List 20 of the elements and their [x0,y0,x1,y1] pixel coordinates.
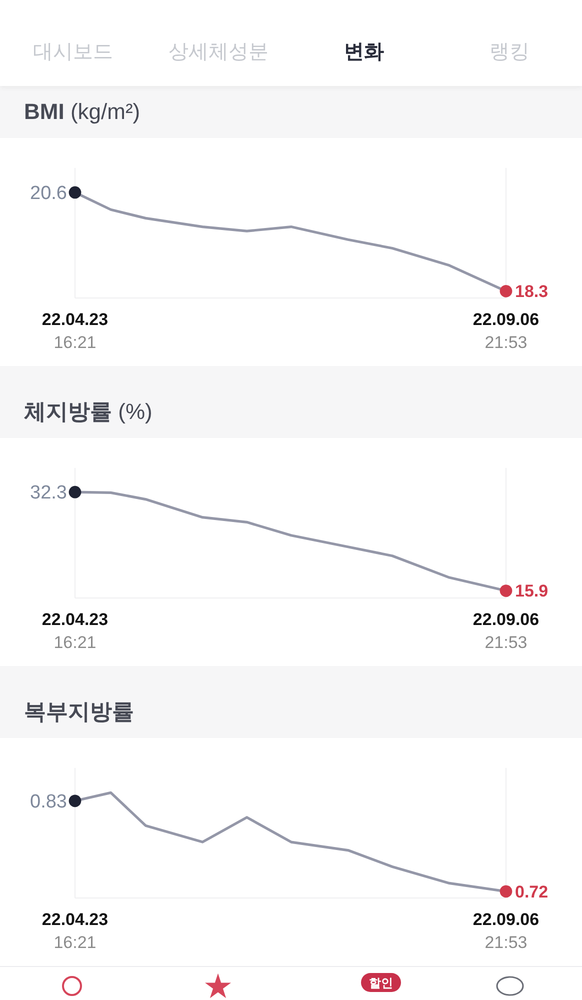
x-tick-label: 22.04.23 16:21 [42,910,108,952]
data-label: 32.3 [30,482,67,504]
text: 변화 [344,41,384,63]
x-tick-label: 22.04.23 16:21 [42,610,108,652]
text: 상세체성분 [168,41,268,63]
data-label: 18.3 [515,282,548,302]
chart-title: BMI (kg/m²) [24,99,140,124]
data-label: 20.6 [30,183,67,204]
x-tick-label: 22.09.06 21:53 [472,910,540,952]
text: 대시보드 [32,41,113,63]
data-label: 15.9 [515,582,548,601]
chart-title: 복부지방률 [24,699,134,724]
chart-title: 체지방률 (%) [24,399,152,424]
text: 랭킹 [489,41,530,63]
data-label: 0.72 [515,882,548,902]
data-label: 0.83 [30,792,67,813]
text: 할인 [369,976,393,990]
x-tick-label: 22.04.23 16:21 [42,310,108,352]
x-tick-label: 22.09.06 21:53 [472,610,540,652]
x-tick-label: 22.09.06 21:53 [472,310,540,352]
